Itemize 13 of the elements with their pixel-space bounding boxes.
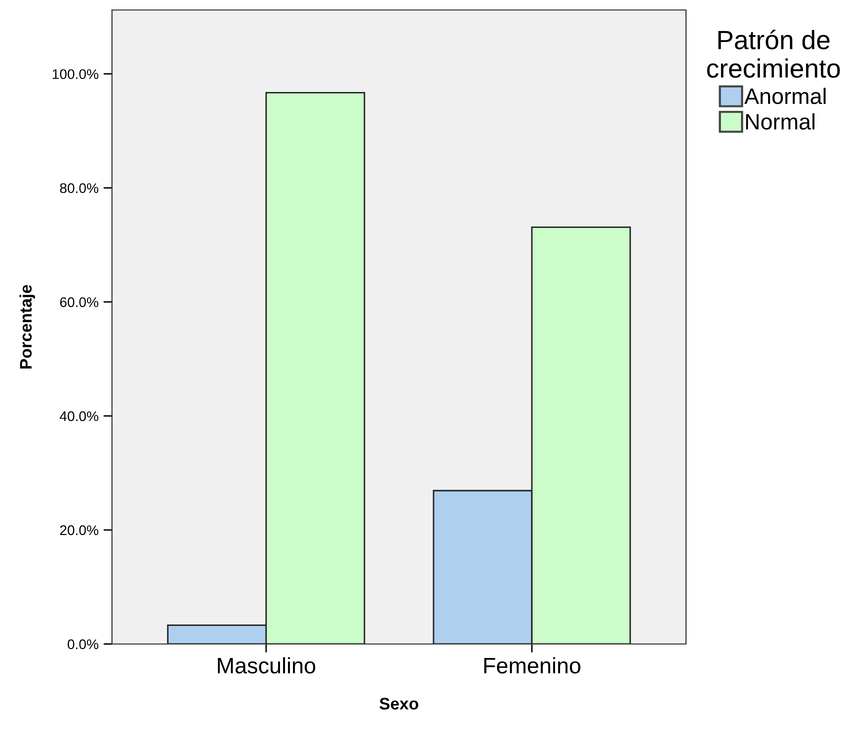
x-tick-label: Masculino xyxy=(218,657,316,674)
y-tick-label: 20.0% xyxy=(60,525,98,536)
legend-title: Patrón de crecimiento xyxy=(707,30,840,78)
x-tick-label: Femenino xyxy=(484,657,580,674)
y-tick-label: 60.0% xyxy=(60,297,98,308)
y-axis-title: Porcentaje xyxy=(20,284,36,368)
y-tick-label: 40.0% xyxy=(60,411,98,422)
y-tick-label: 100.0% xyxy=(52,69,98,80)
y-tick-label: 80.0% xyxy=(60,183,98,194)
x-axis-title: Sexo xyxy=(380,698,418,710)
y-tick-label: 0.0% xyxy=(68,639,98,650)
legend-label: Normal xyxy=(746,113,814,130)
legend-label: Anormal xyxy=(744,88,826,104)
